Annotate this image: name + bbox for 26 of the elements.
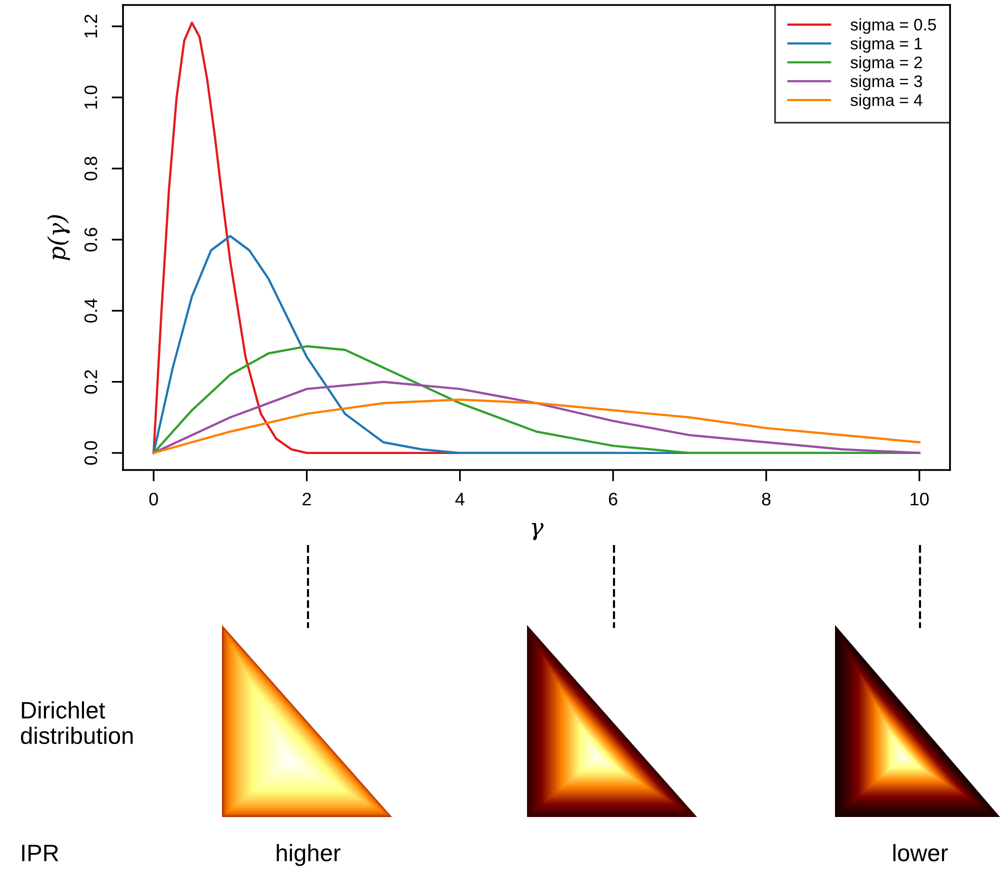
y-tick-label: 1.2 [84, 14, 98, 38]
text: Dirichlet distribution [20, 701, 133, 744]
x-tick-label: 6 [608, 492, 618, 506]
text: IPR [22, 844, 58, 862]
legend-label: sigma = 1 [850, 37, 922, 53]
x-tick-label: 10 [910, 492, 929, 506]
y-tick-label: 0.6 [84, 228, 98, 252]
y-axis-title: p(γ) [47, 215, 70, 260]
line-series [152, 380, 920, 454]
y-tick-label: 1.0 [84, 86, 98, 109]
y-tick-label: 0.2 [84, 370, 98, 394]
legend-label: sigma = 4 [850, 94, 922, 110]
line-series [152, 398, 920, 454]
x-tick-label: 2 [302, 492, 311, 506]
x-tick-label: 0 [149, 492, 158, 506]
x-tick-label: 4 [455, 492, 464, 506]
x-axis-title: γ [532, 523, 544, 540]
legend-label: sigma = 0.5 [850, 18, 936, 34]
y-tick-label: 0.4 [84, 298, 98, 323]
x-tick-label: 8 [762, 492, 770, 506]
text: higher [276, 844, 340, 866]
text: lower [893, 844, 948, 862]
legend-label: sigma = 3 [850, 74, 922, 90]
y-tick-label: 0.0 [84, 441, 98, 465]
y-tick-label: 0.8 [84, 156, 98, 180]
legend-label: sigma = 2 [850, 56, 922, 72]
